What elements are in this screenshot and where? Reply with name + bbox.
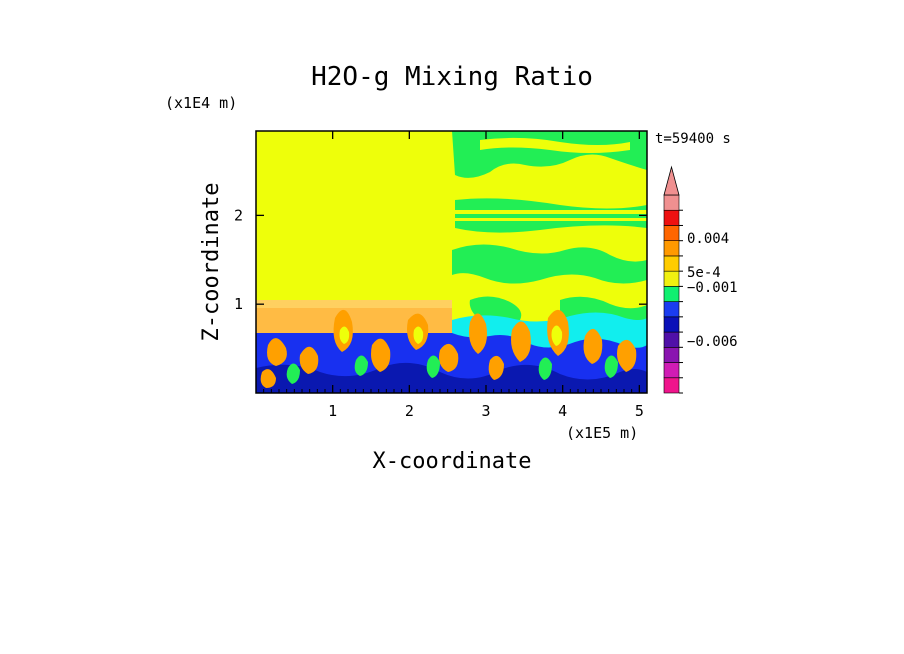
plot-frame bbox=[255, 130, 648, 394]
colorbar-label-2: −0.001 bbox=[687, 280, 738, 296]
x-tick-label: 4 bbox=[558, 402, 567, 420]
x-tick-label: 2 bbox=[405, 402, 414, 420]
chart-title: H2O-g Mixing Ratio bbox=[311, 62, 593, 92]
time-label: t=59400 s bbox=[655, 131, 731, 147]
colorbar-segment bbox=[663, 377, 680, 394]
x-scale-label: (x1E5 m) bbox=[566, 424, 638, 442]
x-tick-label: 1 bbox=[328, 402, 337, 420]
colorbar-segment bbox=[663, 194, 680, 211]
field-yellow-plumes bbox=[339, 325, 563, 346]
y-tick-label: 1 bbox=[234, 295, 243, 313]
y-tick-label: 2 bbox=[234, 206, 243, 224]
colorbar bbox=[663, 165, 683, 394]
colorbar-extend-arrow bbox=[663, 165, 680, 196]
colorbar-segment bbox=[663, 255, 680, 272]
colorbar-label-1: 5e-4 bbox=[687, 265, 721, 281]
colorbar-label-0: 0.004 bbox=[687, 231, 729, 247]
field-green-plumes bbox=[286, 355, 618, 384]
colorbar-segment bbox=[663, 240, 680, 257]
y-ticks: 12 bbox=[234, 206, 647, 313]
colorbar-segment bbox=[663, 362, 680, 379]
colorbar-segment bbox=[663, 347, 680, 363]
field-orange-plumes bbox=[260, 309, 637, 388]
y-axis-label: Z-coordinate bbox=[199, 183, 224, 342]
colorbar-segment bbox=[663, 331, 680, 348]
field-yellow-streaks bbox=[455, 137, 647, 221]
colorbar-segment bbox=[663, 225, 680, 241]
x-tick-label: 3 bbox=[481, 402, 490, 420]
y-scale-label: (x1E4 m) bbox=[165, 94, 237, 112]
colorbar-label-3: −0.006 bbox=[687, 334, 738, 350]
colorbar-segment bbox=[663, 316, 680, 333]
colorbar-segment bbox=[663, 209, 680, 226]
colorbar-segment bbox=[663, 286, 680, 302]
field-green-patches bbox=[452, 131, 647, 322]
colorbar-segment bbox=[663, 270, 680, 287]
x-axis-label: X-coordinate bbox=[373, 449, 532, 474]
heatmap-field bbox=[256, 131, 647, 393]
colorbar-segment bbox=[663, 301, 680, 318]
x-ticks: 1 2 3 4 5 bbox=[263, 131, 644, 420]
x-tick-label: 5 bbox=[635, 402, 644, 420]
